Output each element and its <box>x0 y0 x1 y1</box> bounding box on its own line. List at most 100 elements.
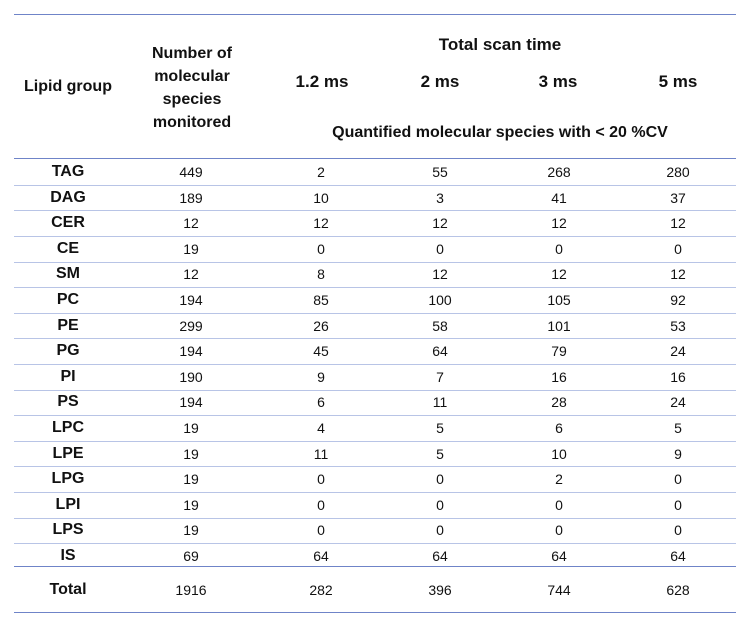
monitored-count: 194 <box>179 343 203 359</box>
quantified-count: 5 <box>436 420 444 436</box>
quantified-count: 58 <box>432 318 448 334</box>
quantified-count: 0 <box>674 522 682 538</box>
quantified-count: 0 <box>436 497 444 513</box>
header-quantified-label: Quantified molecular species with < 20 %… <box>332 124 668 141</box>
quantified-count: 0 <box>317 241 325 257</box>
monitored-count: 19 <box>183 497 199 513</box>
quantified-count: 0 <box>436 522 444 538</box>
row-separator <box>14 390 736 391</box>
table-bottom-rule <box>14 612 736 613</box>
lipid-group-label: PG <box>56 342 80 359</box>
quantified-count: 16 <box>551 369 567 385</box>
quantified-count: 64 <box>432 343 448 359</box>
header-scan-time-2: 2 ms <box>420 72 460 91</box>
lipid-group-label: LPC <box>52 419 84 436</box>
quantified-count: 64 <box>313 548 329 564</box>
quantified-count: 64 <box>670 548 686 564</box>
quantified-count: 280 <box>666 164 690 180</box>
quantified-count: 0 <box>317 497 325 513</box>
row-separator <box>14 262 736 263</box>
quantified-count: 2 <box>555 471 563 487</box>
row-separator <box>14 466 736 467</box>
quantified-count: 92 <box>670 292 686 308</box>
quantified-count: 0 <box>555 497 563 513</box>
quantified-count: 28 <box>551 394 567 410</box>
quantified-count: 11 <box>313 446 329 462</box>
lipid-group-label: PE <box>57 317 79 334</box>
quantified-count: 9 <box>317 369 325 385</box>
quantified-count: 5 <box>436 446 444 462</box>
monitored-count: 449 <box>179 164 203 180</box>
quantified-count: 4 <box>317 420 325 436</box>
header-lipid-group: Lipid group <box>24 78 112 95</box>
quantified-count: 105 <box>547 292 571 308</box>
total-monitored: 1916 <box>175 582 207 598</box>
quantified-count: 0 <box>674 241 682 257</box>
header-number-of-species: Number of molecular species monitored <box>152 45 232 131</box>
quantified-count: 0 <box>317 471 325 487</box>
quantified-count: 0 <box>674 471 682 487</box>
quantified-count: 12 <box>432 266 448 282</box>
header-scan-time-3: 3 ms <box>538 72 578 91</box>
quantified-count: 79 <box>551 343 567 359</box>
quantified-count: 101 <box>547 318 571 334</box>
total-value-1: 282 <box>309 582 333 598</box>
quantified-count: 45 <box>313 343 329 359</box>
row-separator <box>14 364 736 365</box>
row-separator <box>14 338 736 339</box>
lipid-group-label: SM <box>56 265 80 282</box>
lipid-group-label: LPG <box>51 470 85 487</box>
monitored-count: 19 <box>183 471 199 487</box>
monitored-count: 19 <box>183 420 199 436</box>
lipid-group-label: PI <box>60 368 76 385</box>
quantified-count: 24 <box>670 343 686 359</box>
quantified-count: 64 <box>551 548 567 564</box>
quantified-count: 0 <box>555 241 563 257</box>
quantified-count: 3 <box>436 190 444 206</box>
row-separator <box>14 185 736 186</box>
total-value-2: 396 <box>428 582 452 598</box>
total-value-4: 628 <box>666 582 690 598</box>
quantified-count: 37 <box>670 190 686 206</box>
quantified-count: 6 <box>555 420 563 436</box>
lipid-group-label: PS <box>57 393 79 410</box>
row-separator <box>14 518 736 519</box>
monitored-count: 12 <box>183 215 199 231</box>
monitored-count: 69 <box>183 548 199 564</box>
monitored-count: 19 <box>183 522 199 538</box>
total-label: Total <box>49 581 87 598</box>
monitored-count: 189 <box>179 190 203 206</box>
monitored-count: 299 <box>179 318 203 334</box>
quantified-count: 0 <box>436 241 444 257</box>
quantified-count: 0 <box>317 522 325 538</box>
monitored-count: 19 <box>183 446 199 462</box>
lipid-group-label: IS <box>60 547 76 564</box>
quantified-count: 9 <box>674 446 682 462</box>
quantified-count: 11 <box>432 394 448 410</box>
table-top-rule <box>14 14 736 15</box>
quantified-count: 41 <box>551 190 567 206</box>
row-separator <box>14 236 736 237</box>
lipid-group-label: LPE <box>52 445 84 462</box>
quantified-count: 12 <box>551 215 567 231</box>
quantified-count: 0 <box>436 471 444 487</box>
lipid-group-label: PC <box>56 291 80 308</box>
quantified-count: 12 <box>670 266 686 282</box>
row-separator <box>14 441 736 442</box>
quantified-count: 6 <box>317 394 325 410</box>
quantified-count: 0 <box>555 522 563 538</box>
lipid-group-label: LPS <box>52 521 84 538</box>
row-separator <box>14 415 736 416</box>
lipid-group-label: TAG <box>51 163 85 180</box>
header-scan-time-1: 1.2 ms <box>295 72 349 91</box>
quantified-count: 0 <box>674 497 682 513</box>
monitored-count: 194 <box>179 394 203 410</box>
quantified-count: 12 <box>432 215 448 231</box>
quantified-count: 85 <box>313 292 329 308</box>
header-bottom-rule <box>14 158 736 159</box>
quantified-count: 53 <box>670 318 686 334</box>
header-scan-time-4: 5 ms <box>658 72 698 91</box>
lipid-group-label: LPI <box>55 496 81 513</box>
lipid-group-label: CE <box>56 240 80 257</box>
quantified-count: 12 <box>551 266 567 282</box>
